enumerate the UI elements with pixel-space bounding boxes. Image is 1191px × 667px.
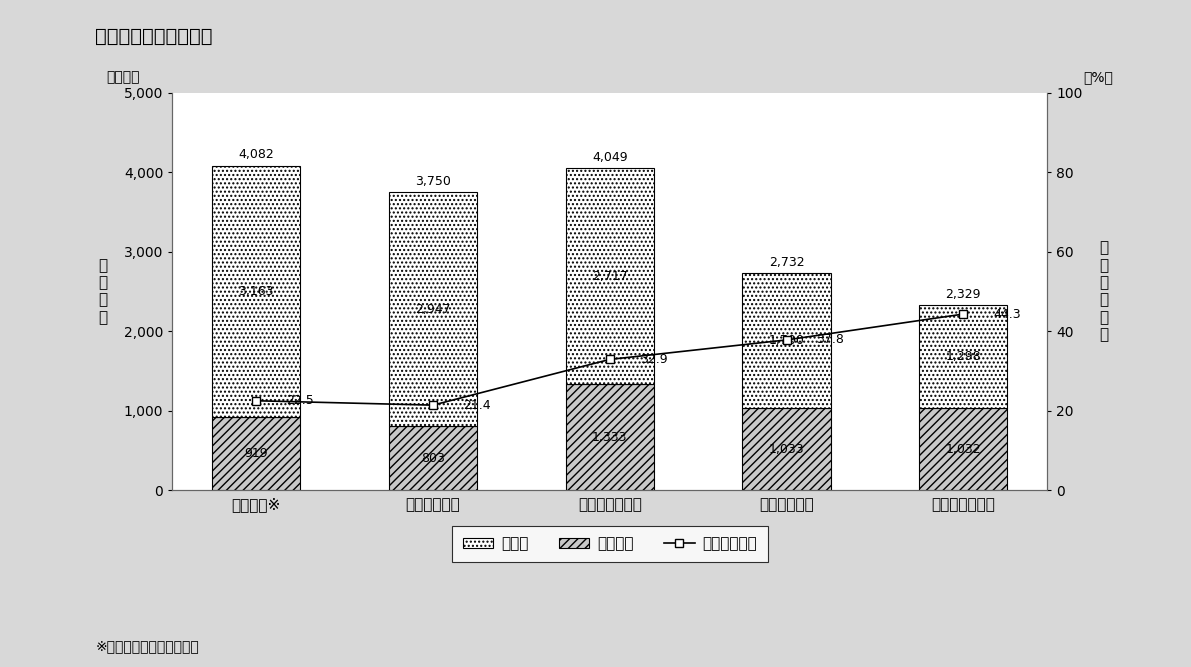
Bar (742, 273, 830, 408)
Bar (212, 417, 300, 490)
Bar (566, 384, 654, 490)
Bar (919, 408, 1008, 490)
Text: 一次取得者の購入資金: 一次取得者の購入資金 (95, 27, 213, 45)
Text: 32.9: 32.9 (640, 353, 667, 366)
Text: （%）: （%） (1083, 71, 1112, 85)
Text: 919: 919 (244, 447, 268, 460)
Text: 1,700: 1,700 (768, 334, 804, 347)
Text: 1,333: 1,333 (592, 431, 628, 444)
Text: 1,033: 1,033 (768, 443, 804, 456)
Text: （万円）: （万円） (107, 71, 141, 85)
Text: 4,082: 4,082 (238, 148, 274, 161)
Text: 22.5: 22.5 (286, 394, 314, 408)
Bar (919, 305, 1008, 408)
Text: 1,032: 1,032 (946, 443, 981, 456)
Legend: 借入金, 自己資金, 自己資金比率: 借入金, 自己資金, 自己資金比率 (451, 526, 768, 562)
Text: 3,750: 3,750 (416, 175, 451, 187)
Text: 37.8: 37.8 (817, 334, 844, 346)
Text: 803: 803 (422, 452, 445, 465)
Bar (388, 426, 478, 490)
Y-axis label: 購
入
資
金: 購 入 資 金 (99, 258, 107, 325)
Text: 2,717: 2,717 (592, 269, 628, 283)
Bar (566, 168, 654, 384)
Text: 2,329: 2,329 (946, 287, 981, 301)
Text: ※土地を購入した新築世帯: ※土地を購入した新築世帯 (95, 640, 199, 654)
Text: 2,732: 2,732 (768, 255, 804, 269)
Text: 3,163: 3,163 (238, 285, 274, 298)
Bar (212, 165, 300, 417)
Text: 4,049: 4,049 (592, 151, 628, 164)
Text: 1,298: 1,298 (946, 350, 981, 363)
Text: 21.4: 21.4 (463, 399, 491, 412)
Text: 2,947: 2,947 (416, 303, 451, 315)
Bar (388, 192, 478, 426)
Text: 44.3: 44.3 (993, 307, 1021, 321)
Bar (742, 408, 830, 490)
Y-axis label: 自
己
資
金
比
率: 自 己 資 金 比 率 (1099, 240, 1108, 342)
